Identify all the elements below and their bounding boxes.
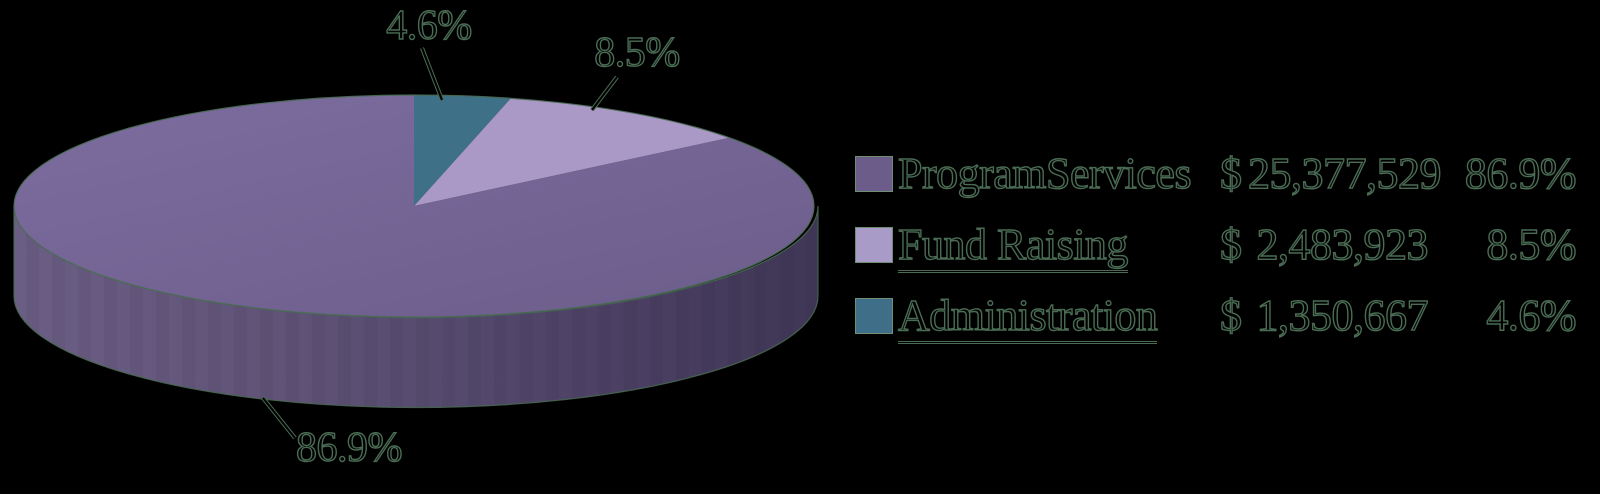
legend: ProgramServices $ 25,377,529 86.9% Fund … — [855, 149, 1578, 344]
legend-amount-fund-raising: 2,483,923 — [1256, 220, 1429, 269]
legend-percent-fund-raising: 8.5% — [1486, 220, 1578, 269]
currency-symbol: $ — [1219, 291, 1242, 340]
legend-swatch-administration[interactable] — [855, 298, 893, 334]
currency-symbol: $ — [1219, 220, 1242, 269]
legend-swatch-program-services[interactable] — [855, 156, 893, 192]
callout-leader-lines — [261, 47, 619, 440]
legend-label-administration: Administration — [897, 291, 1220, 344]
pie-slice-administration[interactable] — [414, 95, 511, 206]
legend-swatch-fund-raising[interactable] — [855, 227, 893, 263]
leader-line-fund-raising-core — [591, 76, 618, 111]
legend-label-fund-raising: Fund Raising — [897, 220, 1220, 273]
leader-line-program-services-core — [262, 397, 296, 439]
legend-percent-program-services: 86.9% — [1464, 149, 1577, 198]
data-label-administration[interactable]: 4.6% — [386, 3, 473, 49]
data-label-fund-raising[interactable]: 8.5% — [594, 30, 681, 76]
legend-row-program-services[interactable]: ProgramServices $ 25,377,529 86.9% — [855, 149, 1577, 198]
legend-amount-program-services: 25,377,529 — [1247, 149, 1442, 198]
leader-line-administration-core — [420, 47, 444, 101]
legend-label-program-services: ProgramServices — [897, 149, 1192, 198]
pie-slice-program-services[interactable] — [13, 95, 814, 317]
legend-row-fund-raising[interactable]: Fund Raising $ 2,483,923 8.5% — [855, 220, 1578, 273]
data-label-program-services[interactable]: 86.9% — [295, 425, 403, 471]
currency-symbol: $ — [1219, 149, 1242, 198]
legend-percent-administration: 4.6% — [1486, 291, 1578, 340]
legend-amount-administration: 1,350,667 — [1256, 291, 1429, 340]
legend-row-administration[interactable]: Administration $ 1,350,667 4.6% — [855, 291, 1578, 344]
pie-side-shading — [14, 206, 818, 408]
pie-slice-fund-raising[interactable] — [414, 98, 730, 206]
pie-rim-outline — [13, 94, 815, 318]
